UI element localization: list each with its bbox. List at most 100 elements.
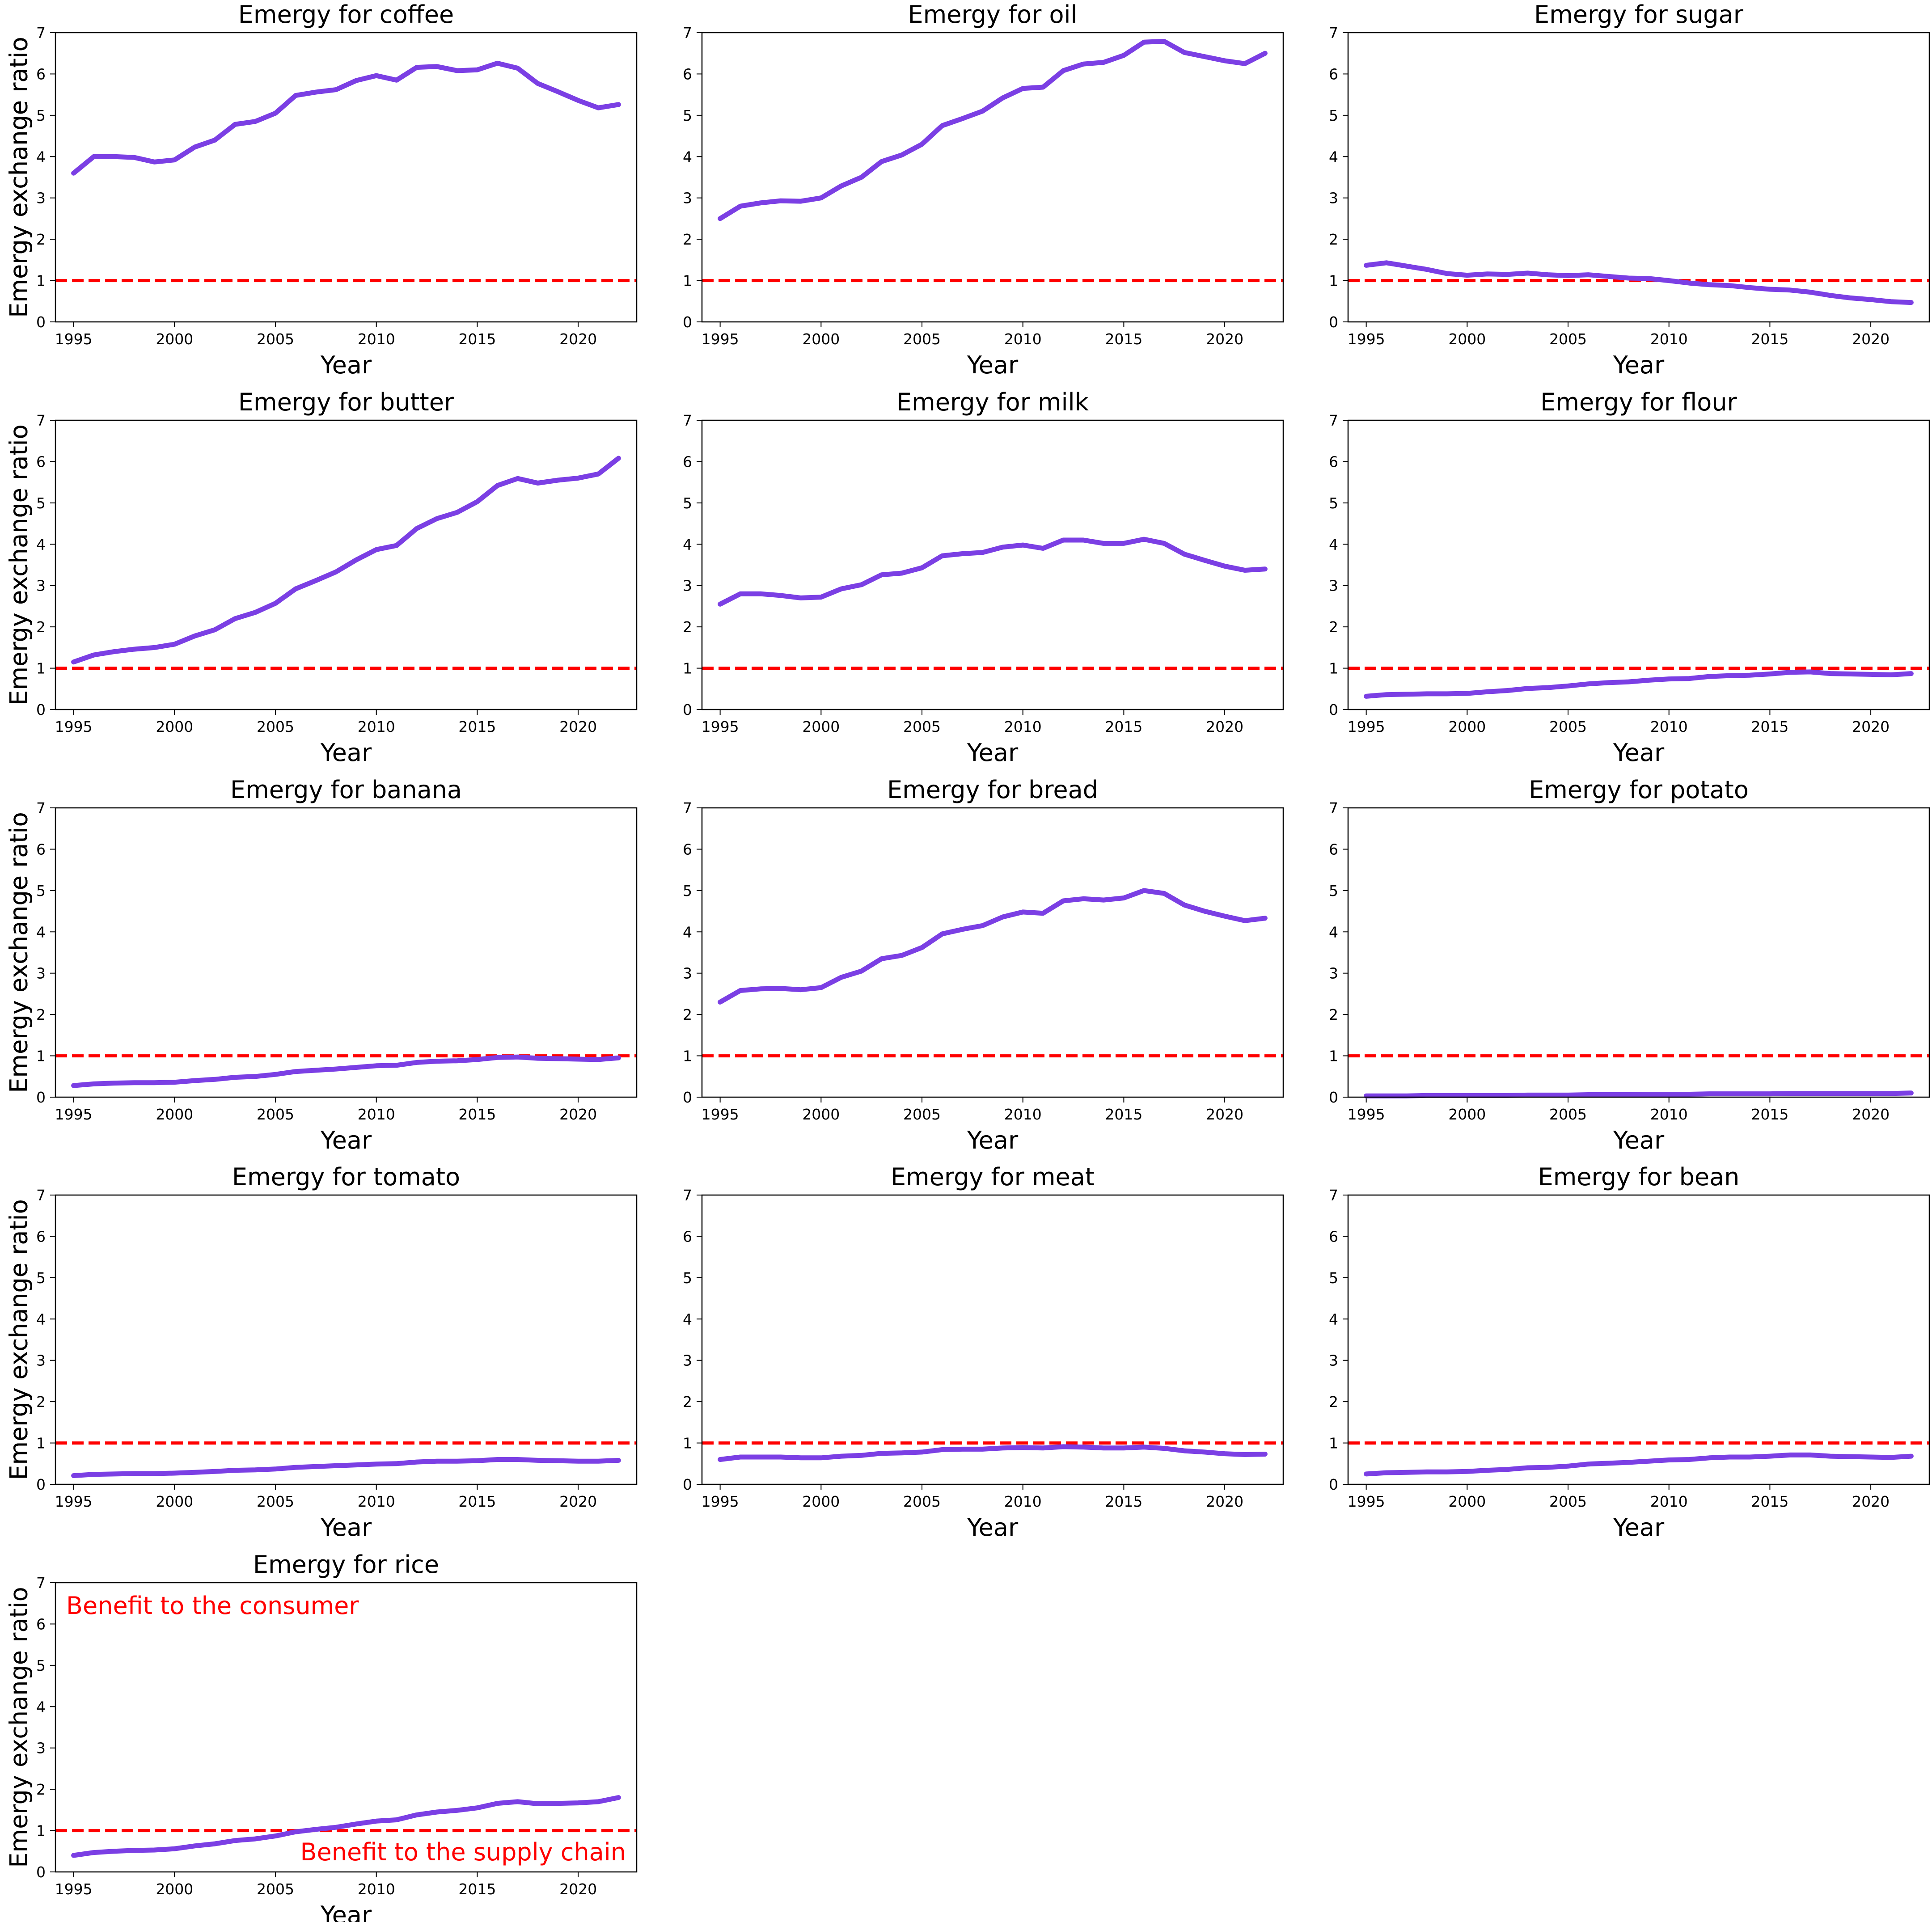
x-tick-label: 2010 xyxy=(1004,1106,1042,1123)
y-tick-label: 0 xyxy=(1329,313,1338,331)
y-tick-label: 3 xyxy=(1329,1352,1338,1369)
x-tick-label: 2010 xyxy=(1004,718,1042,735)
plot-frame xyxy=(55,32,638,323)
series-line-meat xyxy=(718,1444,1268,1462)
x-tick-label: 2020 xyxy=(1852,1106,1890,1123)
x-tick-label: 2005 xyxy=(257,330,294,348)
y-tick-label: 5 xyxy=(683,882,692,900)
y-axis-label: Emergy exchange ratio xyxy=(5,424,33,705)
x-tick-label: 1995 xyxy=(1348,1106,1385,1123)
x-tick-label: 2020 xyxy=(1206,1106,1243,1123)
x-tick-label: 2010 xyxy=(1650,1493,1688,1510)
y-tick-label: 6 xyxy=(683,841,692,858)
x-tick-label: 2015 xyxy=(458,1106,496,1123)
series-line-tomato xyxy=(71,1457,621,1478)
series-line-sugar xyxy=(1364,260,1914,305)
x-tick-label: 2005 xyxy=(903,718,941,735)
y-tick-label: 6 xyxy=(36,841,46,858)
x-tick-label: 2020 xyxy=(1852,718,1890,735)
x-tick-label: 2000 xyxy=(802,1493,840,1510)
plot-frame xyxy=(701,1194,1284,1485)
y-tick-label: 7 xyxy=(683,799,692,817)
x-tick-label: 2005 xyxy=(1549,1106,1587,1123)
x-tick-label: 2015 xyxy=(1751,1106,1788,1123)
x-tick-label: 2000 xyxy=(1448,1106,1486,1123)
y-tick-label: 4 xyxy=(36,148,46,165)
x-tick-label: 2000 xyxy=(1448,718,1486,735)
y-tick-label: 6 xyxy=(1329,65,1338,83)
plot-frame xyxy=(1347,807,1930,1098)
y-tick-label: 0 xyxy=(36,313,46,331)
y-tick-label: 1 xyxy=(36,1048,46,1065)
x-tick-label: 2010 xyxy=(1650,1106,1688,1123)
x-tick-label: 2020 xyxy=(559,1880,597,1898)
y-tick-label: 2 xyxy=(683,1006,692,1023)
y-tick-label: 7 xyxy=(683,1187,692,1204)
y-tick-label: 7 xyxy=(36,1187,46,1204)
x-tick-label: 2010 xyxy=(358,718,395,735)
y-axis-label: Emergy exchange ratio xyxy=(5,812,33,1093)
x-tick-label: 2005 xyxy=(903,1493,941,1510)
x-axis-label: Year xyxy=(320,739,372,767)
y-tick-label: 5 xyxy=(1329,494,1338,512)
y-tick-label: 1 xyxy=(36,1435,46,1452)
y-tick-label: 4 xyxy=(1329,148,1338,165)
plot-frame xyxy=(701,32,1284,323)
y-tick-label: 2 xyxy=(683,1393,692,1411)
y-axis-label: Emergy exchange ratio xyxy=(5,1199,33,1480)
y-tick-label: 7 xyxy=(36,1574,46,1592)
y-tick-label: 5 xyxy=(683,494,692,512)
x-tick-label: 2020 xyxy=(559,1106,597,1123)
y-tick-label: 3 xyxy=(1329,577,1338,595)
x-tick-label: 1995 xyxy=(55,330,93,348)
x-tick-label: 2015 xyxy=(458,1493,496,1510)
x-tick-label: 2020 xyxy=(1852,1493,1890,1510)
x-tick-label: 2020 xyxy=(559,718,597,735)
y-tick-label: 2 xyxy=(683,231,692,248)
plot-frame xyxy=(701,807,1284,1098)
y-tick-label: 5 xyxy=(683,107,692,124)
y-tick-label: 3 xyxy=(683,965,692,982)
x-tick-label: 1995 xyxy=(702,718,739,735)
x-axis-label: Year xyxy=(320,1901,372,1922)
x-tick-label: 1995 xyxy=(702,330,739,348)
y-tick-label: 0 xyxy=(683,1476,692,1493)
y-tick-label: 0 xyxy=(1329,1089,1338,1106)
y-tick-label: 5 xyxy=(36,494,46,512)
y-tick-label: 6 xyxy=(36,1228,46,1245)
y-tick-label: 0 xyxy=(36,701,46,718)
y-tick-label: 4 xyxy=(683,923,692,941)
x-axis-label: Year xyxy=(1613,1513,1665,1542)
x-tick-label: 1995 xyxy=(55,1880,93,1898)
x-tick-label: 2005 xyxy=(257,1106,294,1123)
y-tick-label: 7 xyxy=(1329,24,1338,42)
y-tick-label: 4 xyxy=(36,923,46,941)
y-tick-label: 4 xyxy=(683,148,692,165)
y-tick-label: 2 xyxy=(1329,618,1338,636)
y-axis-label: Emergy exchange ratio xyxy=(5,424,33,705)
y-tick-label: 4 xyxy=(36,536,46,553)
y-tick-label: 6 xyxy=(36,1615,46,1633)
x-tick-label: 2015 xyxy=(458,1880,496,1898)
series-line-butter xyxy=(71,456,621,665)
x-tick-label: 2000 xyxy=(802,330,840,348)
panel-title: Emergy for tomato xyxy=(232,1163,460,1191)
y-tick-label: 5 xyxy=(36,107,46,124)
x-axis-label: Year xyxy=(1613,1126,1665,1154)
panel-title: Emergy for oil xyxy=(908,0,1077,29)
y-tick-label: 3 xyxy=(36,577,46,595)
x-tick-label: 2010 xyxy=(358,1880,395,1898)
plot-frame xyxy=(55,1582,638,1873)
plot-frame xyxy=(55,807,638,1098)
x-tick-label: 2005 xyxy=(1549,1493,1587,1510)
y-tick-label: 7 xyxy=(683,24,692,42)
y-tick-label: 4 xyxy=(683,1310,692,1328)
y-tick-label: 3 xyxy=(683,190,692,207)
panel-title: Emergy for banana xyxy=(230,776,462,804)
